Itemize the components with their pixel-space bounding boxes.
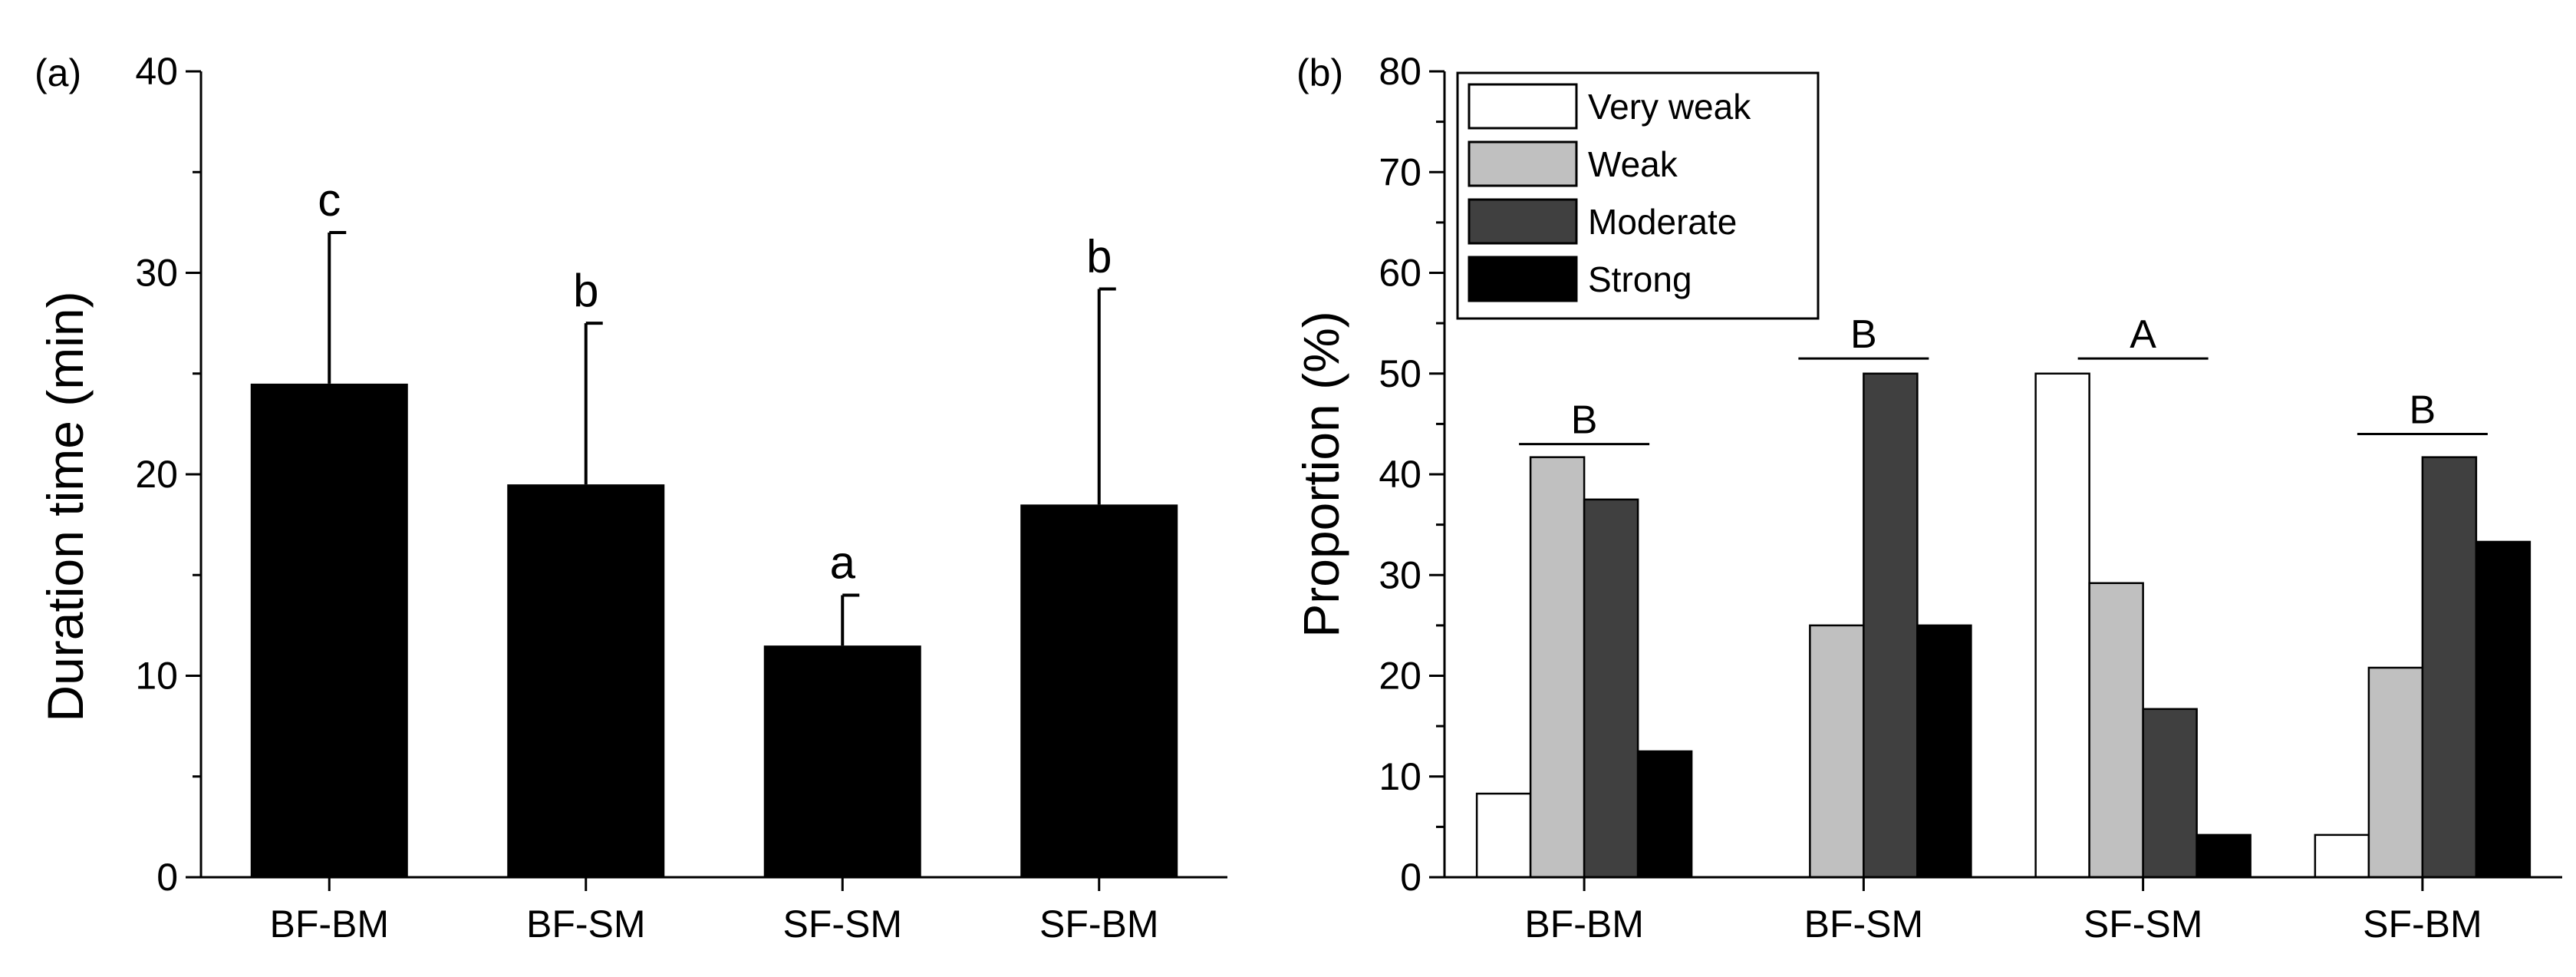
legend-swatch-strong xyxy=(1468,256,1578,302)
x-tick-label-sf-sm: SF-SM xyxy=(782,903,902,946)
bar-bf-bm xyxy=(250,383,408,877)
y-tick-label-60: 60 xyxy=(1379,252,1421,295)
y-tick-label-70: 70 xyxy=(1379,150,1421,193)
bar-sf-sm xyxy=(763,645,921,877)
bar-very-weak-sf-bm xyxy=(2314,833,2370,879)
x-tick-label-sf-sm: SF-SM xyxy=(2084,903,2203,946)
panel-a-axes: BF-BM BF-SM SF-SM SF-BM 0 10 20 30 40 xyxy=(135,50,1227,946)
x-tick-label-bf-sm: BF-SM xyxy=(526,903,646,946)
group-letter-sf-bm: B xyxy=(2410,388,2436,433)
panel-b-axes: BF-BM BF-SM SF-SM SF-BM 0 10 20 30 40 50 60 70 80 xyxy=(1379,50,2562,946)
bar-strong-bf-bm xyxy=(1636,750,1693,879)
y-tick-label-20: 20 xyxy=(1379,655,1421,698)
bar-weak-bf-bm xyxy=(1529,456,1586,879)
legend-swatch-very-weak xyxy=(1468,83,1578,130)
bar-weak-sf-bm xyxy=(2367,666,2424,879)
y-tick-label-10: 10 xyxy=(135,655,178,698)
panel-b-y-axis-title: Proportion (%) xyxy=(1293,311,1349,638)
legend-label-weak: Weak xyxy=(1588,144,1678,184)
legend-swatch-weak xyxy=(1468,140,1578,187)
bar-weak-sf-sm xyxy=(2088,582,2144,879)
panel-a: (a) Duration time (min) c b a b BF-BM BF-SM S… xyxy=(35,50,1227,946)
x-tick-label-bf-sm: BF-SM xyxy=(1804,903,1924,946)
panel-b-label: (b) xyxy=(1296,51,1343,94)
group-letter-bf-bm: B xyxy=(1571,398,1598,443)
group-letter-bf-sm: B xyxy=(1850,312,1877,357)
panel-b-legend: Very weak Weak Moderate Strong xyxy=(1456,71,1820,320)
y-tick-label-40: 40 xyxy=(135,50,178,93)
bar-very-weak-bf-bm xyxy=(1475,792,1532,879)
panel-a-y-axis-title: Duration time (min) xyxy=(37,291,94,721)
y-tick-label-0: 0 xyxy=(156,856,178,899)
x-tick-label-sf-bm: SF-BM xyxy=(2363,903,2482,946)
group-letter-sf-sm: A xyxy=(2130,312,2156,357)
bar-moderate-bf-bm xyxy=(1583,498,1639,879)
panel-a-bars: c b a b xyxy=(250,174,1178,877)
bar-moderate-sf-sm xyxy=(2142,708,2198,879)
significance-letter-bf-sm: b xyxy=(573,265,598,316)
legend-label-very-weak: Very weak xyxy=(1588,87,1751,127)
x-tick-label-bf-bm: BF-BM xyxy=(269,903,389,946)
legend-swatch-moderate xyxy=(1468,198,1578,245)
legend-label-moderate: Moderate xyxy=(1588,202,1737,242)
y-tick-label-40: 40 xyxy=(1379,453,1421,496)
x-tick-label-bf-bm: BF-BM xyxy=(1524,903,1644,946)
bar-moderate-bf-sm xyxy=(1863,372,1919,879)
significance-letter-sf-sm: a xyxy=(830,537,856,589)
bar-bf-sm xyxy=(507,484,665,877)
panel-a-label: (a) xyxy=(35,51,81,94)
x-tick-label-sf-bm: SF-BM xyxy=(1039,903,1159,946)
y-tick-label-20: 20 xyxy=(135,453,178,496)
y-tick-label-30: 30 xyxy=(1379,553,1421,596)
y-tick-label-50: 50 xyxy=(1379,352,1421,395)
bar-strong-sf-bm xyxy=(2475,540,2532,879)
panel-b-bars: B B A B xyxy=(1475,312,2532,879)
bar-weak-bf-sm xyxy=(1809,624,1865,879)
significance-letter-bf-bm: c xyxy=(318,174,341,226)
y-tick-label-0: 0 xyxy=(1400,856,1421,899)
y-tick-label-30: 30 xyxy=(135,252,178,295)
significance-letter-sf-bm: b xyxy=(1086,231,1112,282)
y-tick-label-80: 80 xyxy=(1379,50,1421,93)
bar-sf-bm xyxy=(1020,504,1178,877)
panel-b: (b) Proportion (%) B B A B BF-BM BF-SM SF-SM S… xyxy=(1293,50,2562,946)
bar-strong-sf-sm xyxy=(2196,833,2252,879)
y-tick-label-10: 10 xyxy=(1379,755,1421,798)
legend-label-strong: Strong xyxy=(1588,259,1692,299)
bar-moderate-sf-bm xyxy=(2421,456,2478,879)
bar-very-weak-sf-sm xyxy=(2034,372,2090,879)
bar-strong-bf-sm xyxy=(1916,624,1972,879)
